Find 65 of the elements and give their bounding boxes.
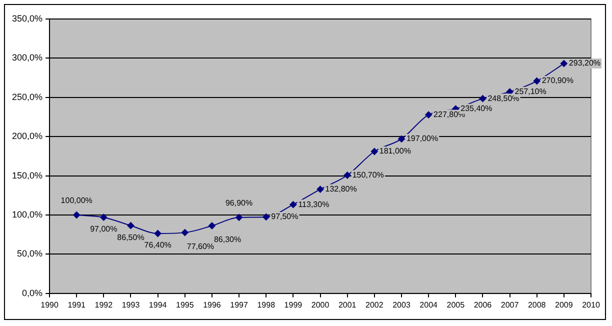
x-tick-label: 2004	[420, 300, 438, 310]
x-tick-label: 1993	[122, 300, 140, 310]
x-tick-label: 1997	[230, 300, 248, 310]
point	[316, 186, 324, 193]
x-tick-label: 2006	[474, 300, 492, 310]
x-tick-label: 2007	[500, 300, 520, 310]
data-label: 96,90%	[225, 198, 253, 208]
data-label: 150,70%	[352, 170, 384, 180]
data-label: 76,40%	[144, 240, 172, 250]
y-tick-label: 300,0%	[12, 52, 43, 63]
point	[208, 222, 216, 230]
point	[290, 201, 297, 208]
data-label: 181,00%	[379, 146, 412, 156]
y-tick-label: 350,0%	[12, 13, 43, 24]
x-tick-label: 2005	[446, 300, 466, 310]
data-label: 227,80%	[434, 110, 466, 120]
y-tick-label: 200,0%	[12, 131, 43, 142]
data-label: 257,10%	[514, 87, 546, 96]
point	[370, 148, 378, 155]
x-tick-label: 1995	[176, 300, 194, 310]
x-tick-label: 2010	[582, 300, 600, 310]
x-tick-label: 2000	[311, 300, 330, 310]
data-label: 97,50%	[271, 212, 298, 222]
x-tick-label: 1996	[203, 300, 222, 310]
x-tick-label: 1998	[257, 300, 276, 310]
x-tick-label: 2009	[555, 300, 574, 310]
point	[154, 230, 162, 238]
point	[398, 135, 405, 142]
point	[560, 60, 568, 68]
point	[73, 212, 80, 218]
x-tick-label: 2003	[392, 300, 411, 310]
x-tick-label: 1994	[148, 300, 168, 310]
y-tick-label: 0,0%	[22, 288, 43, 298]
point	[533, 78, 540, 85]
point	[425, 111, 432, 118]
x-tick-label: 1999	[284, 300, 303, 310]
data-label: 100,00%	[60, 196, 92, 206]
data-label: 270,90%	[542, 76, 574, 86]
x-tick-label: 2001	[338, 300, 357, 310]
point	[344, 172, 351, 179]
y-tick-label: 100,0%	[12, 209, 43, 220]
x-tick-label: 1992	[94, 300, 114, 310]
data-label: 132,80%	[325, 184, 357, 194]
data-label: 113,30%	[298, 200, 330, 209]
y-tick-label: 250,0%	[12, 92, 43, 102]
x-tick-label: 2008	[528, 300, 546, 310]
data-label: 248,50%	[488, 94, 520, 103]
point	[100, 214, 108, 221]
data-label: 86,50%	[117, 232, 144, 242]
data-label: 293,20%	[568, 58, 601, 68]
y-tick-label: 50,0%	[16, 248, 43, 259]
y-tick-label: 150,0%	[12, 170, 43, 180]
data-label: 86,30%	[214, 234, 242, 244]
data-label: 235,40%	[460, 104, 492, 114]
point	[262, 213, 270, 220]
data-label: 197,00%	[406, 134, 438, 144]
point	[236, 214, 243, 221]
point	[479, 95, 486, 102]
data-label: 77,60%	[186, 242, 214, 251]
x-tick-label: 1991	[68, 300, 86, 310]
x-tick-label: 1990	[40, 300, 59, 310]
x-tick-label: 2002	[366, 300, 384, 310]
point	[181, 229, 188, 236]
point	[127, 222, 134, 230]
data-label: 97,00%	[90, 224, 118, 234]
